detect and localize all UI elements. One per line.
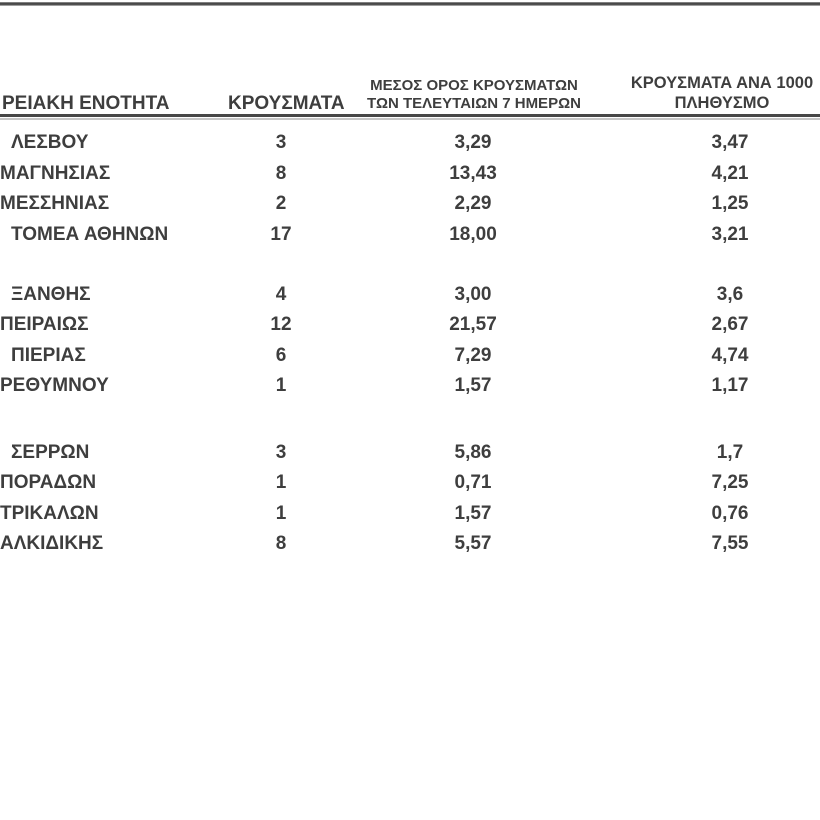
table-row: ΞΑΝΘΗΣ 4 3,00 3,6 xyxy=(0,279,820,310)
cell-regional-unit: ΜΑΓΝΗΣΙΑΣ xyxy=(0,162,111,184)
cell-avg-7day: 2,29 xyxy=(454,193,492,215)
column-header-avg-7day-line1: ΜΕΣΟΣ ΟΡΟΣ ΚΡΟΥΣΜΑΤΩΝ xyxy=(370,77,578,94)
table-row: ΤΟΜΕΑ ΑΘΗΝΩΝ 17 18,00 3,21 xyxy=(0,220,820,251)
cell-avg-7day: 21,57 xyxy=(449,314,497,336)
cell-cases: 1 xyxy=(275,472,287,494)
cell-avg-7day: 7,29 xyxy=(454,344,492,366)
cell-regional-unit: ΠΟΡΑΔΩΝ xyxy=(0,472,97,494)
column-header-cases: ΚΡΟΥΣΜΑΤΑ xyxy=(228,93,345,114)
cell-per-1000: 1,17 xyxy=(711,375,749,397)
table-row: ΠΕΙΡΑΙΩΣ 12 21,57 2,67 xyxy=(0,310,820,341)
cell-avg-7day: 1,57 xyxy=(454,375,492,397)
blank-row-spacer xyxy=(0,250,820,279)
cell-per-1000: 7,25 xyxy=(711,472,749,494)
table-row: ΜΑΓΝΗΣΙΑΣ 8 13,43 4,21 xyxy=(0,159,820,190)
cell-cases: 8 xyxy=(275,162,287,184)
cell-regional-unit: ΜΕΣΣΗΝΙΑΣ xyxy=(0,193,110,215)
cell-cases: 3 xyxy=(275,132,287,154)
cell-per-1000: 3,47 xyxy=(711,132,749,154)
table-row: ΤΡΙΚΑΛΩΝ 1 1,57 0,76 xyxy=(0,498,820,529)
cell-regional-unit: ΤΡΙΚΑΛΩΝ xyxy=(0,502,99,524)
cell-regional-unit: ΛΕΣΒΟΥ xyxy=(11,132,89,154)
cell-cases: 12 xyxy=(270,314,292,336)
cell-avg-7day: 0,71 xyxy=(454,472,492,494)
cell-cases: 17 xyxy=(270,224,292,246)
column-header-per-1000-line1: ΚΡΟΥΣΜΑΤΑ ΑΝΑ 1000 xyxy=(630,74,814,92)
cell-cases: 6 xyxy=(275,344,287,366)
cell-avg-7day: 13,43 xyxy=(449,162,497,184)
table-row: ΜΕΣΣΗΝΙΑΣ 2 2,29 1,25 xyxy=(0,189,820,220)
cell-cases: 1 xyxy=(275,375,287,397)
cell-regional-unit: ΠΕΙΡΑΙΩΣ xyxy=(0,314,89,336)
cell-per-1000: 1,25 xyxy=(711,193,749,215)
cell-avg-7day: 5,86 xyxy=(454,441,492,463)
cell-cases: 2 xyxy=(275,193,287,215)
cell-regional-unit: ΤΟΜΕΑ ΑΘΗΝΩΝ xyxy=(11,224,169,246)
cell-per-1000: 2,67 xyxy=(711,314,749,336)
column-header-avg-7day-line2: ΤΩΝ ΤΕΛΕΥΤΑΙΩΝ 7 ΗΜΕΡΩΝ xyxy=(367,95,581,112)
cell-per-1000: 7,55 xyxy=(711,533,749,555)
cell-regional-unit: ΣΕΡΡΩΝ xyxy=(11,441,90,463)
cell-per-1000: 0,76 xyxy=(711,502,749,524)
top-divider-rule xyxy=(0,2,820,6)
cell-avg-7day: 18,00 xyxy=(449,224,497,246)
table-row: ΛΕΣΒΟΥ 3 3,29 3,47 xyxy=(0,128,820,159)
cell-regional-unit: ΞΑΝΘΗΣ xyxy=(11,283,91,305)
cell-avg-7day: 3,00 xyxy=(454,283,492,305)
table-row: ΠΟΡΑΔΩΝ 1 0,71 7,25 xyxy=(0,468,820,499)
table-row: ΠΙΕΡΙΑΣ 6 7,29 4,74 xyxy=(0,341,820,372)
cell-regional-unit: ΑΛΚΙΔΙΚΗΣ xyxy=(0,533,104,555)
column-header-per-1000: ΚΡΟΥΣΜΑΤΑ ΑΝΑ 1000 ΠΛΗΘΥΣΜΟ xyxy=(608,73,820,113)
cell-cases: 1 xyxy=(275,502,287,524)
cell-per-1000: 3,6 xyxy=(716,283,744,305)
cell-cases: 8 xyxy=(275,533,287,555)
header-separator-rule-light xyxy=(0,118,820,120)
column-header-avg-7day: ΜΕΣΟΣ ΟΡΟΣ ΚΡΟΥΣΜΑΤΩΝ ΤΩΝ ΤΕΛΕΥΤΑΙΩΝ 7 Η… xyxy=(358,77,590,113)
cell-avg-7day: 5,57 xyxy=(454,533,492,555)
cell-regional-unit: ΠΙΕΡΙΑΣ xyxy=(11,344,86,366)
cell-cases: 4 xyxy=(275,283,287,305)
blank-row-spacer xyxy=(0,402,820,438)
cell-cases: 3 xyxy=(275,441,287,463)
column-header-regional-unit: ΡΕΙΑΚΗ ΕΝΟΤΗΤΑ xyxy=(2,93,170,114)
cell-regional-unit: ΡΕΘΥΜΝΟΥ xyxy=(0,375,109,397)
table-body: ΛΕΣΒΟΥ 3 3,29 3,47 ΜΑΓΝΗΣΙΑΣ 8 13,43 4,2… xyxy=(0,128,820,560)
cell-avg-7day: 3,29 xyxy=(454,132,492,154)
table-row: ΑΛΚΙΔΙΚΗΣ 8 5,57 7,55 xyxy=(0,529,820,560)
table-row: ΡΕΘΥΜΝΟΥ 1 1,57 1,17 xyxy=(0,371,820,402)
cell-per-1000: 4,74 xyxy=(711,344,749,366)
cell-avg-7day: 1,57 xyxy=(454,502,492,524)
cell-per-1000: 1,7 xyxy=(716,441,744,463)
table-row: ΣΕΡΡΩΝ 3 5,86 1,7 xyxy=(0,437,820,468)
header-separator-rule-dark xyxy=(0,114,820,117)
cell-per-1000: 3,21 xyxy=(711,224,749,246)
cell-per-1000: 4,21 xyxy=(711,162,749,184)
column-header-per-1000-line2: ΠΛΗΘΥΣΜΟ xyxy=(674,94,770,112)
